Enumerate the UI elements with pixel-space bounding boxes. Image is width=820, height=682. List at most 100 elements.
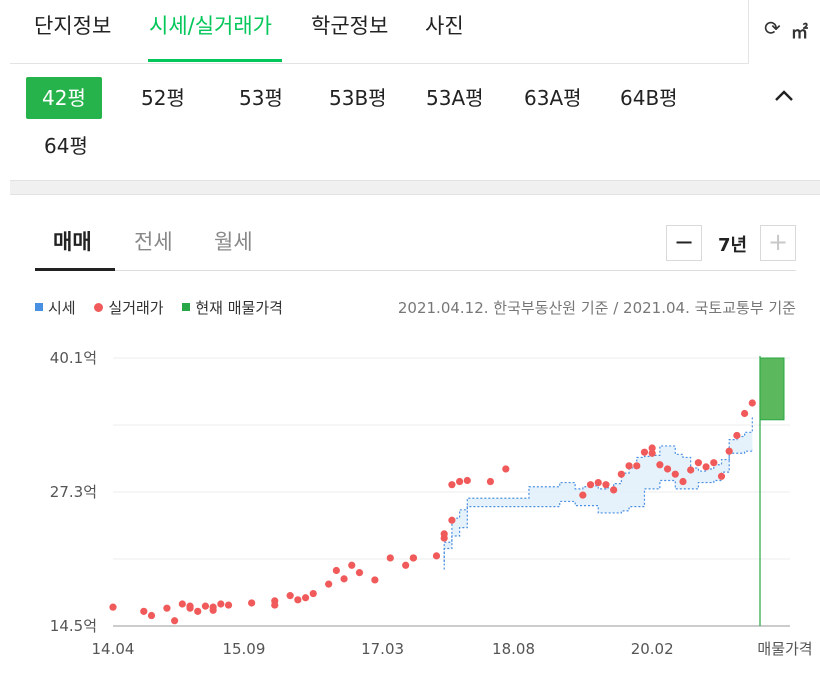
trade-point [178, 600, 186, 608]
size-option[interactable]: 53평 [239, 86, 283, 110]
trade-point [602, 481, 610, 489]
tab-sale[interactable]: 매매 [53, 230, 92, 254]
size-option[interactable]: 64평 [44, 134, 88, 158]
trade-point [325, 580, 333, 588]
legend-label: 시세 [48, 299, 76, 317]
trade-point [355, 569, 364, 577]
main-tab-bar: 단지정보 시세/실거래가 학군정보 사진 ⟳ ㎡ [10, 0, 820, 64]
tab-jeonse[interactable]: 전세 [134, 230, 173, 254]
trade-point [248, 599, 256, 607]
x-tick-label: 14.04 [92, 640, 135, 658]
trade-point [733, 431, 741, 440]
period-value: 7년 [718, 235, 748, 256]
trade-point [640, 448, 649, 456]
x-tick-label: 18.08 [492, 640, 535, 658]
size-option[interactable]: 53B평 [329, 86, 387, 110]
trade-point [579, 491, 587, 499]
dot-icon [94, 303, 104, 312]
trade-point [502, 465, 510, 473]
size-option[interactable]: 64B평 [620, 86, 678, 110]
market-price-band [444, 415, 753, 570]
chart-legend: 시세 실거래가 현재 매물가격 [35, 297, 297, 318]
trade-point [586, 481, 595, 489]
price-chart: 40.1억 27.3억 14.5억 14.04 15.09 17.03 18.08 20.02… [50, 349, 813, 658]
trade-point [186, 604, 194, 612]
y-tick-label: 40.1억 [50, 349, 97, 367]
size-option[interactable]: 42평 [26, 77, 102, 119]
trade-point [286, 592, 294, 600]
period-decrease-button[interactable]: − [666, 225, 702, 261]
square-icon [182, 303, 191, 311]
legend-item-market: 시세 [35, 297, 76, 318]
trade-point [671, 470, 679, 478]
trade-point [147, 611, 156, 620]
trade-point [610, 486, 618, 494]
x-tick-label: 매물가격 [757, 640, 812, 658]
trade-point [625, 462, 633, 470]
trade-point [301, 594, 310, 602]
trade-point [748, 399, 756, 407]
trade-point [209, 603, 217, 611]
size-selector: 42평 52평 53평 53B평 53A평 63A평 64B평 64평 [10, 65, 820, 180]
tab-photos[interactable]: 사진 [425, 14, 464, 38]
trade-point [694, 459, 702, 467]
trade-point [648, 449, 656, 457]
trade-point [371, 576, 379, 584]
size-option[interactable]: 53A평 [426, 86, 484, 110]
trade-point [456, 477, 464, 486]
unit-toggle-label: ㎡ [791, 23, 808, 43]
trade-tab-indicator [35, 268, 115, 271]
trade-point [271, 601, 279, 609]
y-tick-label: 14.5억 [50, 617, 97, 635]
y-tick-label: 27.3억 [50, 483, 97, 501]
tab-price-trades[interactable]: 시세/실거래가 [149, 14, 272, 38]
trade-point [386, 554, 394, 562]
trade-point [171, 617, 179, 625]
trade-point [201, 602, 210, 610]
trade-point [679, 477, 687, 486]
legend-label: 현재 매물가격 [195, 299, 283, 317]
trade-point [594, 478, 602, 487]
unit-toggle-button[interactable]: ⟳ ㎡ [748, 0, 820, 64]
trade-point [440, 530, 448, 538]
trade-point [617, 470, 625, 478]
trade-point [140, 607, 148, 615]
trade-point [309, 589, 317, 598]
size-option[interactable]: 63A평 [524, 86, 582, 110]
trade-point [194, 607, 202, 615]
size-option[interactable]: 52평 [141, 86, 185, 110]
square-icon [35, 303, 43, 311]
trade-point [687, 466, 695, 474]
trade-point [725, 447, 733, 455]
period-increase-button[interactable]: + [760, 225, 796, 261]
trade-point [656, 461, 664, 469]
trade-point [633, 462, 641, 470]
tab-school-info[interactable]: 학군정보 [311, 14, 389, 38]
trade-point [224, 601, 233, 609]
trade-point [402, 561, 410, 569]
legend-item-listing: 현재 매물가격 [182, 297, 283, 318]
trade-point [409, 554, 417, 562]
trade-point [463, 476, 471, 485]
trade-point [332, 566, 340, 575]
trade-point [348, 561, 356, 569]
trade-point [294, 596, 302, 604]
trade-point [710, 459, 718, 467]
trade-point [648, 444, 656, 452]
trade-point [663, 465, 672, 473]
active-tab-indicator [148, 59, 282, 62]
listing-price-bar [759, 357, 785, 421]
trade-point [217, 600, 225, 608]
trade-point [717, 472, 726, 480]
tab-complex-info[interactable]: 단지정보 [34, 14, 112, 38]
trade-point [448, 516, 456, 524]
trade-point [448, 481, 456, 489]
legend-item-trade: 실거래가 [94, 297, 164, 318]
trade-point [163, 604, 171, 612]
trade-point [740, 409, 749, 418]
trade-type-tabs: 매매 전세 월세 [35, 220, 796, 271]
tab-monthly-rent[interactable]: 월세 [214, 230, 253, 254]
market-price-high-line [443, 415, 753, 563]
chevron-up-icon[interactable] [773, 85, 795, 107]
data-source-note: 2021.04.12. 한국부동산원 기준 / 2021.04. 국토교통부 기… [397, 299, 796, 317]
